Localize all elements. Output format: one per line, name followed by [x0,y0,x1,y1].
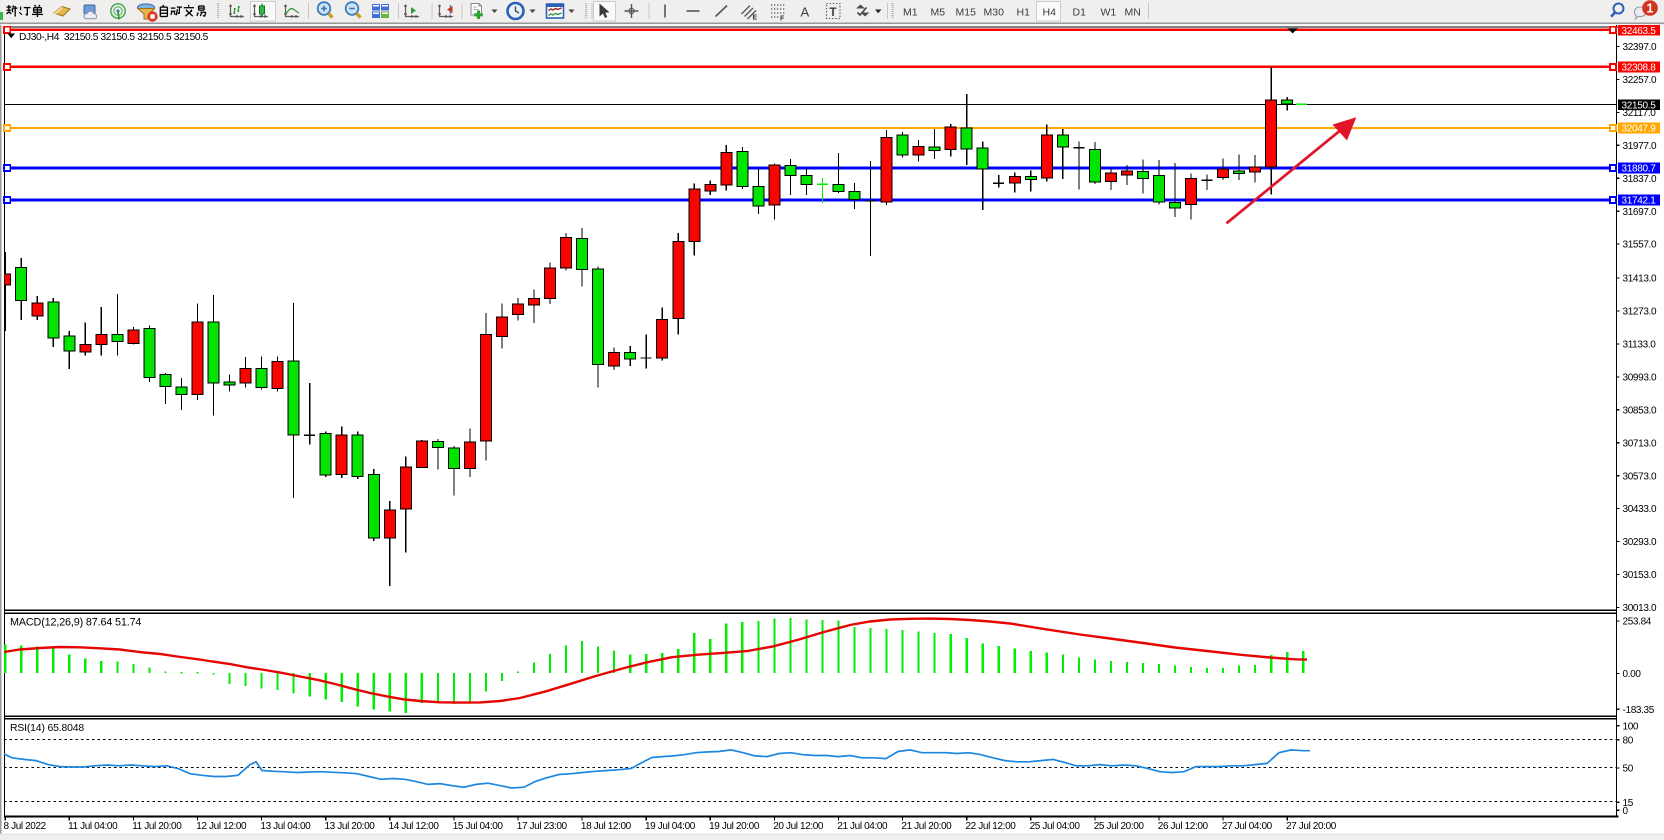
svg-text:M1: M1 [903,6,918,18]
svg-text:30293.0: 30293.0 [1623,537,1657,548]
svg-text:22 Jul 12:00: 22 Jul 12:00 [966,821,1017,832]
svg-text:A: A [801,5,810,20]
svg-text:DJ30-,H4 32150.5 32150.5 3215: DJ30-,H4 32150.5 32150.5 32150.5 32150.5 [19,32,209,43]
svg-text:14 Jul 12:00: 14 Jul 12:00 [389,821,440,832]
svg-text:19 Jul 20:00: 19 Jul 20:00 [709,821,760,832]
svg-text:31837.0: 31837.0 [1623,174,1657,185]
svg-text:15 Jul 04:00: 15 Jul 04:00 [453,821,504,832]
svg-text:31697.0: 31697.0 [1623,207,1657,218]
svg-text:H4: H4 [1043,6,1057,18]
svg-text:30573.0: 30573.0 [1623,471,1657,482]
svg-text:MN: MN [1125,6,1141,18]
svg-text:25 Jul 20:00: 25 Jul 20:00 [1094,821,1145,832]
svg-text:31557.0: 31557.0 [1623,240,1657,251]
svg-text:-183.35: -183.35 [1623,705,1655,716]
svg-text:31742.1: 31742.1 [1622,196,1657,207]
svg-text:27 Jul 04:00: 27 Jul 04:00 [1222,821,1273,832]
svg-text:30433.0: 30433.0 [1623,504,1657,515]
svg-text:13 Jul 04:00: 13 Jul 04:00 [260,821,311,832]
svg-text:32257.0: 32257.0 [1623,75,1657,86]
svg-text:17 Jul 23:00: 17 Jul 23:00 [517,821,568,832]
svg-text:T: T [830,7,837,19]
svg-text:30853.0: 30853.0 [1623,405,1657,416]
svg-text:32463.5: 32463.5 [1622,26,1657,37]
svg-text:21 Jul 20:00: 21 Jul 20:00 [901,821,952,832]
svg-text:RSI(14) 65.8048: RSI(14) 65.8048 [10,723,84,734]
svg-text:8 Jul 2022: 8 Jul 2022 [4,821,47,832]
svg-text:32397.0: 32397.0 [1623,42,1657,53]
svg-text:M15: M15 [956,6,977,18]
svg-text:30713.0: 30713.0 [1623,438,1657,449]
svg-text:31413.0: 31413.0 [1623,274,1657,285]
svg-text:27 Jul 20:00: 27 Jul 20:00 [1286,821,1337,832]
svg-text:31880.7: 31880.7 [1622,164,1657,175]
svg-text:15: 15 [1623,798,1634,809]
svg-text:D1: D1 [1073,6,1087,18]
svg-text:F: F [780,16,785,23]
svg-text:32047.9: 32047.9 [1622,124,1657,135]
svg-text:1: 1 [1647,1,1654,15]
svg-text:0.00: 0.00 [1623,669,1642,680]
svg-text:30153.0: 30153.0 [1623,570,1657,581]
svg-text:12 Jul 12:00: 12 Jul 12:00 [196,821,247,832]
svg-text:MACD(12,26,9) 87.64 51.74: MACD(12,26,9) 87.64 51.74 [10,617,141,629]
svg-text:M5: M5 [931,6,946,18]
svg-text:30013.0: 30013.0 [1623,603,1657,614]
svg-text:25 Jul 04:00: 25 Jul 04:00 [1030,821,1081,832]
svg-text:50: 50 [1623,764,1634,775]
svg-text:20 Jul 12:00: 20 Jul 12:00 [773,821,824,832]
svg-text:19 Jul 04:00: 19 Jul 04:00 [645,821,696,832]
svg-text:31977.0: 31977.0 [1623,141,1657,152]
svg-text:H1: H1 [1017,6,1031,18]
svg-text:11 Jul 20:00: 11 Jul 20:00 [132,821,182,832]
svg-text:26 Jul 12:00: 26 Jul 12:00 [1158,821,1209,832]
svg-text:80: 80 [1623,735,1634,746]
svg-text:31273.0: 31273.0 [1623,307,1657,318]
svg-text:E: E [753,15,758,22]
svg-text:M30: M30 [984,6,1005,18]
svg-text:32308.8: 32308.8 [1622,63,1657,74]
svg-text:32150.5: 32150.5 [1622,100,1657,111]
svg-text:11 Jul 04:00: 11 Jul 04:00 [68,821,118,832]
svg-text:100: 100 [1623,721,1639,732]
svg-text:21 Jul 04:00: 21 Jul 04:00 [837,821,888,832]
svg-text:W1: W1 [1101,6,1117,18]
svg-text:0: 0 [1623,806,1629,817]
svg-text:32117.0: 32117.0 [1623,108,1657,119]
svg-text:13 Jul 20:00: 13 Jul 20:00 [325,821,376,832]
svg-text:253.84: 253.84 [1623,617,1652,628]
svg-text:31133.0: 31133.0 [1623,340,1657,351]
svg-text:30993.0: 30993.0 [1623,372,1657,383]
svg-text:18 Jul 12:00: 18 Jul 12:00 [581,821,632,832]
